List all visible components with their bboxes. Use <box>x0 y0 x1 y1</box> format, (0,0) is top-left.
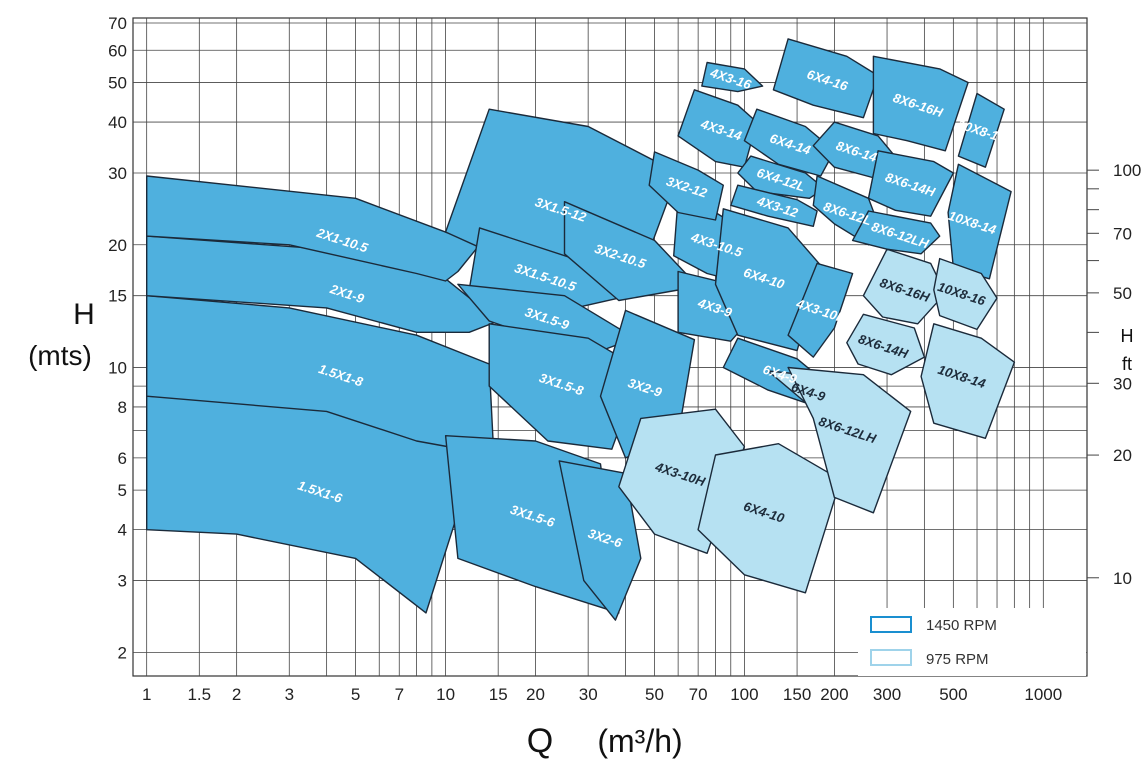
y-tick-label: 40 <box>108 113 127 132</box>
y2-tick-label: 100 <box>1113 161 1141 180</box>
x-tick-label: 200 <box>820 685 848 704</box>
region-3x2-10-5-1450 <box>563 200 699 302</box>
region-10x8-16-975 <box>933 257 998 331</box>
y-tick-label: 60 <box>108 41 127 60</box>
region-6x4-10-1450 <box>714 208 822 352</box>
legend: 1450 RPM 975 RPM <box>858 608 1086 676</box>
legend-swatch-975 <box>870 649 912 666</box>
y2-axis-title: H <box>1121 326 1134 346</box>
region-8x6-12lh-1450 <box>851 210 941 255</box>
region-8x6-14h-1450 <box>867 150 955 217</box>
y2-axis-unit: ft <box>1122 354 1132 374</box>
region-3x1-5-9-1450 <box>457 283 636 357</box>
pump-regions: 1.5X1-61.5X1-82X1-92X1-10.53X1.5-123X1.5… <box>145 38 1016 621</box>
y2-tick-label: 30 <box>1113 374 1132 393</box>
y-tick-label: 2 <box>118 643 127 662</box>
x-tick-label: 3 <box>285 685 294 704</box>
region-6x4-10-975 <box>697 443 842 594</box>
y-tick-label: 15 <box>108 287 127 306</box>
region-4x3-12-1450 <box>730 184 818 228</box>
y-tick-label: 30 <box>108 164 127 183</box>
legend-label-1450: 1450 RPM <box>926 617 997 634</box>
y2-tick-label: 50 <box>1113 284 1132 303</box>
legend-swatch-1450 <box>870 616 912 633</box>
y2-axis-ticks: 10 20 30 50 70 100 <box>1087 161 1141 588</box>
y-tick-label: 70 <box>108 14 127 33</box>
x-tick-label: 50 <box>645 685 664 704</box>
region-4x3-10h-1450 <box>787 262 854 358</box>
y-tick-label: 3 <box>118 572 127 591</box>
y-axis-title: H <box>73 298 95 331</box>
x-tick-label: 30 <box>579 685 598 704</box>
x-tick-label: 1000 <box>1024 685 1062 704</box>
y-axis-ticks: 2 3 4 5 6 8 10 15 20 30 40 50 60 70 <box>108 14 127 662</box>
region-3x1-5-8-1450 <box>488 323 642 450</box>
y-tick-label: 10 <box>108 359 127 378</box>
x-tick-label: 1 <box>142 685 151 704</box>
region-8x6-14h-975 <box>846 313 926 376</box>
region-3x2-12-1450 <box>648 151 724 221</box>
y-tick-label: 20 <box>108 236 127 255</box>
legend-label-975: 975 RPM <box>926 651 989 668</box>
x-axis-unit: (m³/h) <box>597 723 682 759</box>
x-axis-ticks: 1 1.5 2 3 5 7 10 15 20 30 50 70 100 150 200 300 500 1000 <box>142 685 1062 704</box>
region-10x8-14-975 <box>920 323 1016 439</box>
region-8x6-16h-1450 <box>872 55 969 152</box>
region-10x8-16-1450 <box>957 92 1005 168</box>
y-tick-label: 50 <box>108 74 127 93</box>
x-tick-label: 300 <box>873 685 901 704</box>
x-tick-label: 10 <box>436 685 455 704</box>
x-tick-label: 100 <box>730 685 758 704</box>
y2-tick-label: 10 <box>1113 569 1132 588</box>
y2-tick-label: 70 <box>1113 224 1132 243</box>
y-axis-unit: (mts) <box>28 340 92 371</box>
y-tick-label: 5 <box>118 481 127 500</box>
region-6x4-14-1450 <box>743 108 836 177</box>
region-4x3-16-1450 <box>701 61 764 93</box>
x-tick-label: 1.5 <box>187 685 211 704</box>
x-tick-label: 5 <box>351 685 360 704</box>
region-3x2-6-1450 <box>558 460 642 621</box>
y-tick-label: 8 <box>118 398 127 417</box>
x-tick-label: 20 <box>526 685 545 704</box>
region-6x4-12l-1450 <box>737 155 825 200</box>
y-tick-label: 6 <box>118 449 127 468</box>
x-tick-label: 150 <box>783 685 811 704</box>
x-tick-label: 500 <box>939 685 967 704</box>
x-tick-label: 7 <box>395 685 404 704</box>
x-tick-label: 2 <box>232 685 241 704</box>
region-8x6-12lh-975 <box>787 366 912 514</box>
x-axis-title: Q <box>527 722 553 760</box>
x-tick-label: 70 <box>689 685 708 704</box>
region-6x4-16-1450 <box>772 38 879 119</box>
region-8x6-16h-975 <box>862 248 946 325</box>
y-tick-label: 4 <box>118 521 127 540</box>
y2-tick-label: 20 <box>1113 446 1132 465</box>
region-2x1-10-5-1450 <box>145 175 481 282</box>
x-tick-label: 15 <box>489 685 508 704</box>
